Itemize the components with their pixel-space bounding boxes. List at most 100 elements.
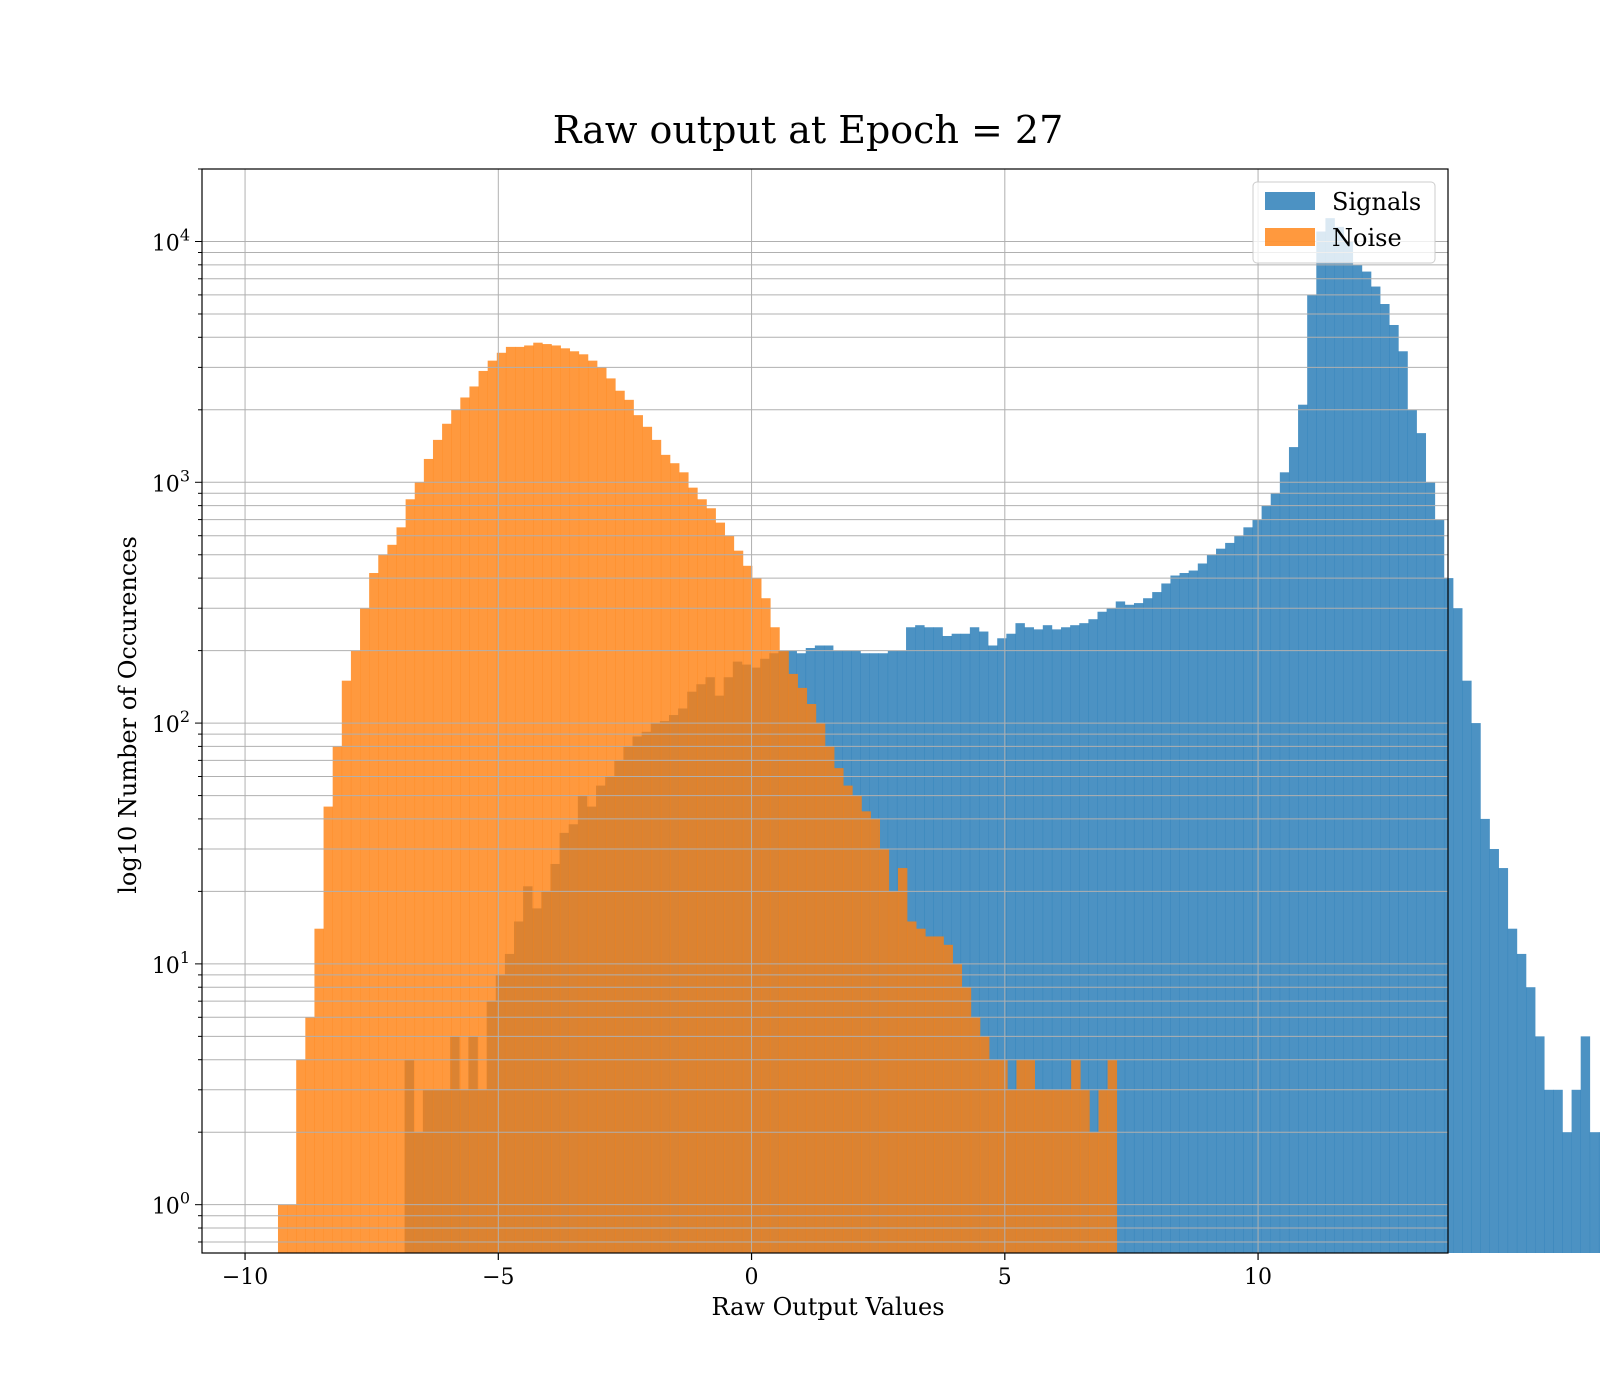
x-axis-label: Raw Output Values: [711, 1293, 944, 1321]
legend-swatch-noise: [1265, 228, 1315, 246]
histogram-bar: [797, 687, 808, 1253]
histogram-bar: [1471, 723, 1481, 1253]
histogram-bar: [979, 1036, 990, 1253]
histogram-bar: [405, 499, 416, 1253]
x-axis-ticks: −10 −5 0 5 10: [222, 1253, 1272, 1290]
histogram-bar: [1133, 603, 1144, 1253]
plot-area: −10 −5 0 5 10 100 101 102 103 104: [152, 168, 1600, 1290]
histogram-bar: [1562, 1132, 1572, 1253]
histogram-bar: [1234, 535, 1244, 1253]
histogram-bar: [825, 746, 835, 1253]
y-tick-label: 100: [152, 1189, 190, 1220]
histogram-bar: [961, 987, 972, 1253]
histogram-bar: [1206, 554, 1217, 1253]
histogram-bar: [1498, 868, 1509, 1253]
histogram-bar: [1453, 608, 1463, 1253]
histogram-bar: [697, 499, 707, 1253]
histogram-bar: [761, 598, 771, 1253]
histogram-bar: [369, 573, 379, 1253]
histogram-bar: [1298, 404, 1308, 1253]
histogram-bar: [1225, 542, 1235, 1253]
histogram-bar: [942, 635, 952, 1253]
histogram-bar: [396, 527, 406, 1253]
histogram-bar: [688, 487, 698, 1253]
histogram-bar: [1197, 563, 1208, 1253]
histogram-bar: [1051, 629, 1062, 1253]
histogram-bar: [432, 439, 443, 1253]
histogram-bar: [1052, 1089, 1063, 1253]
x-tick-label: 0: [745, 1265, 759, 1290]
histogram-bar: [1033, 629, 1044, 1253]
histogram-bar: [1553, 1089, 1563, 1253]
histogram-bar: [1480, 818, 1490, 1253]
histogram-bar: [706, 508, 716, 1253]
histogram-bar: [1434, 519, 1445, 1253]
histogram-bar: [515, 346, 525, 1253]
histogram-bar: [1070, 625, 1080, 1253]
histogram-bar: [533, 342, 543, 1253]
histogram-bar: [952, 963, 963, 1253]
histogram-bar: [487, 360, 498, 1253]
histogram-bar: [1115, 601, 1126, 1253]
histogram-bar: [815, 723, 826, 1253]
histogram-bar: [578, 354, 589, 1253]
histogram-bar: [934, 936, 944, 1253]
histogram-bar: [779, 650, 789, 1253]
histogram-bar: [1025, 1059, 1035, 1253]
histogram-bar: [624, 399, 634, 1254]
histogram-bar: [907, 921, 917, 1253]
histogram-bar: [752, 578, 762, 1253]
histogram-bar: [1443, 578, 1454, 1253]
histogram-bar: [660, 454, 671, 1254]
histogram-bar: [1015, 623, 1025, 1253]
histogram-bar: [360, 608, 370, 1253]
histogram-bar: [1034, 1089, 1045, 1253]
legend-label-signals: Signals: [1332, 188, 1421, 216]
histogram-bar: [1088, 619, 1098, 1253]
histogram-bar: [861, 811, 871, 1253]
histogram-bar: [496, 352, 507, 1253]
histogram-bar: [569, 351, 580, 1253]
histogram-bar: [1097, 611, 1107, 1253]
histogram-bar: [1061, 627, 1071, 1253]
histogram-bar: [350, 650, 361, 1253]
histogram-bar: [1380, 304, 1390, 1253]
y-tick-label: 101: [152, 948, 190, 979]
histogram-bar: [742, 565, 753, 1253]
histogram-bar: [1316, 231, 1326, 1253]
histogram-bar: [633, 415, 643, 1253]
histogram-bar: [341, 680, 352, 1253]
histogram-bar: [442, 423, 452, 1253]
histogram-bar: [1071, 1059, 1081, 1253]
histogram-bar: [1416, 433, 1427, 1253]
histogram-bar: [469, 386, 479, 1254]
histogram-bar: [1107, 1059, 1118, 1253]
x-tick-label: 5: [998, 1265, 1012, 1290]
histogram-bar: [460, 397, 470, 1254]
histogram-bar: [1389, 324, 1399, 1253]
histogram-bar: [1526, 987, 1536, 1253]
legend-swatch-signals: [1265, 192, 1315, 210]
histogram-bar: [1361, 271, 1372, 1253]
histogram-bar: [1043, 1089, 1054, 1253]
histogram-bar: [414, 482, 425, 1253]
histogram-bar: [998, 1059, 1008, 1253]
histogram-bar: [1507, 928, 1518, 1253]
histogram-bar: [332, 746, 343, 1253]
histogram-bar: [733, 550, 744, 1253]
histogram-bar: [1089, 1132, 1099, 1253]
histogram-bar: [806, 704, 817, 1253]
histogram-bar: [423, 458, 434, 1253]
histogram-bar: [551, 345, 561, 1254]
histogram-bar: [277, 1204, 288, 1253]
histogram-bar: [478, 370, 488, 1253]
histogram-bar: [997, 638, 1007, 1253]
histogram-bar: [378, 554, 388, 1253]
x-tick-label: 10: [1244, 1265, 1272, 1290]
histogram-bar: [1516, 953, 1527, 1253]
x-tick-label: −10: [222, 1265, 268, 1290]
histogram-bar: [1352, 264, 1363, 1253]
histogram-bar: [1006, 633, 1016, 1253]
histogram-bar: [1571, 1089, 1582, 1253]
histogram-bar: [724, 535, 735, 1253]
